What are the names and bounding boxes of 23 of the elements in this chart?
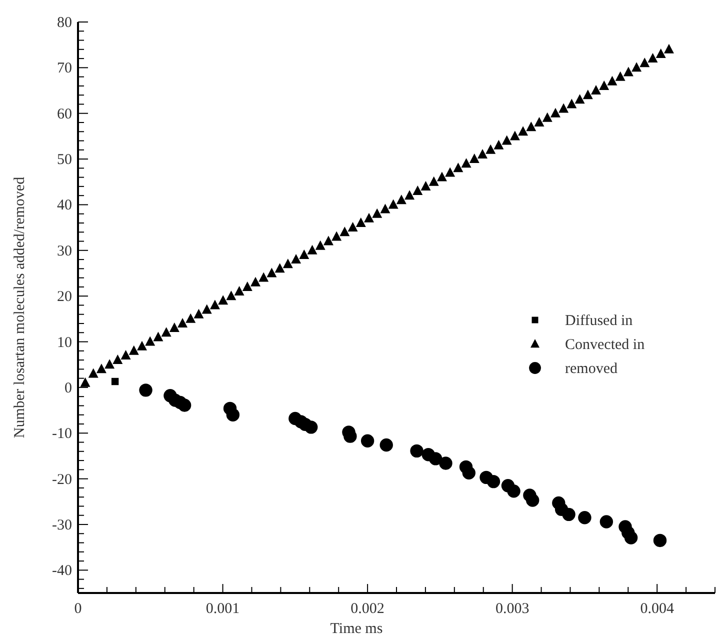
- y-tick-label: 60: [57, 106, 72, 122]
- y-tick-label: 80: [57, 15, 72, 31]
- y-tick-label: 0: [64, 380, 72, 396]
- y-tick-label: -20: [52, 472, 72, 488]
- y-tick-label: 20: [57, 289, 72, 306]
- y-tick-label: 10: [57, 334, 72, 351]
- x-tick-label: 0: [74, 601, 82, 617]
- y-tick-label: 50: [57, 152, 72, 168]
- y-tick-label: 40: [57, 198, 72, 214]
- legend-label: Convected in: [565, 337, 646, 353]
- x-axis-title: Time ms: [330, 621, 383, 637]
- legend-label: removed: [565, 361, 618, 377]
- x-tick-label: 0.001: [206, 601, 240, 617]
- y-tick-label: -40: [52, 563, 72, 580]
- x-tick-label: 0.003: [495, 601, 530, 617]
- legend-label: Diffused in: [565, 313, 634, 329]
- y-tick-label: 70: [57, 60, 72, 77]
- y-tick-label: -30: [52, 517, 72, 534]
- x-tick-label: 0.002: [350, 601, 384, 617]
- y-axis-title: Number losartan molecules added/removed: [12, 176, 28, 438]
- y-tick-label: 30: [57, 243, 72, 260]
- x-tick-label: 0.004: [640, 601, 674, 617]
- y-tick-label: -10: [52, 426, 72, 442]
